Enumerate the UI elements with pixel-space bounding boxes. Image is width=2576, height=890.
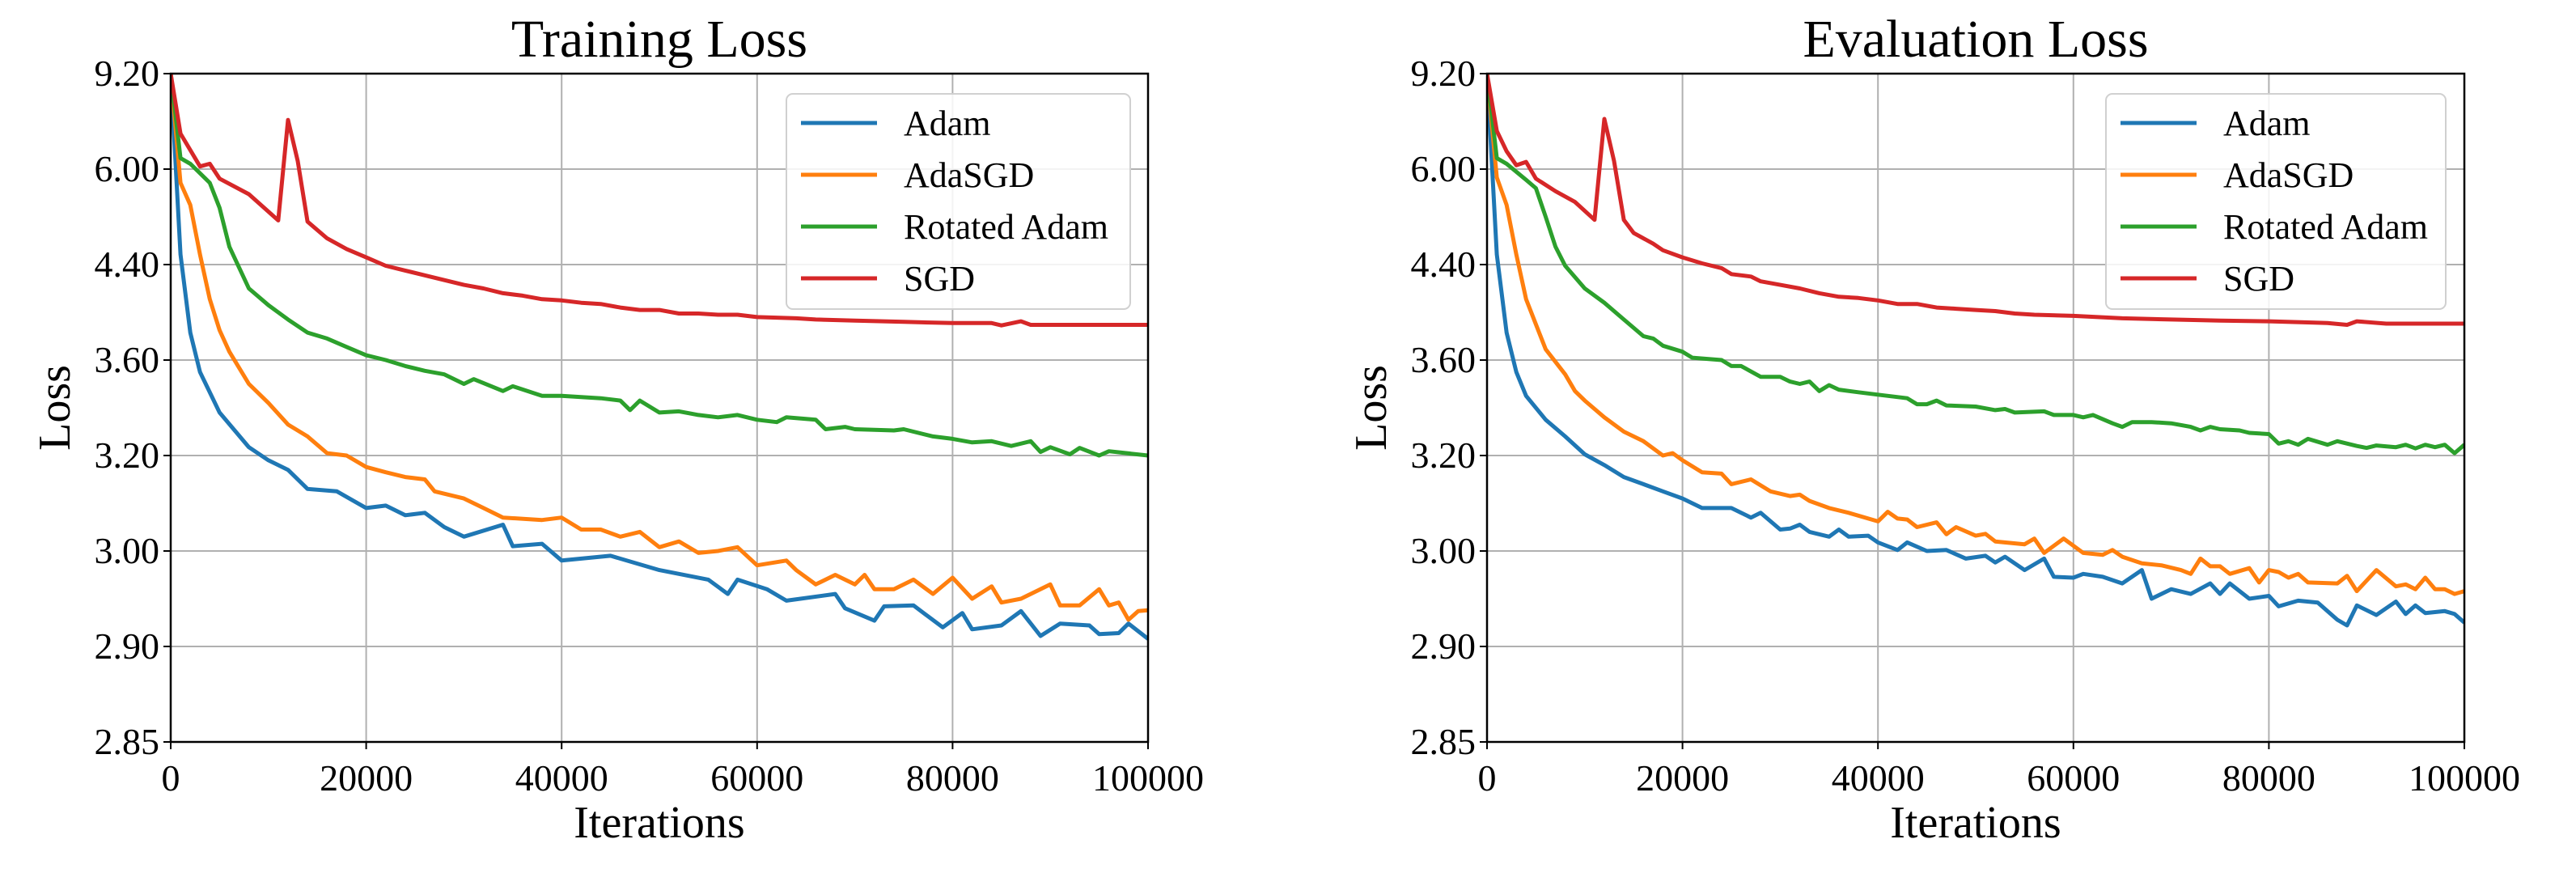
legend: Adam AdaSGD Rotated Adam SGD	[2105, 93, 2447, 310]
series-line-adasgd	[1487, 73, 2464, 596]
axes-frame	[1485, 72, 2466, 744]
legend-box	[2105, 93, 2447, 310]
series-line-rotated-adam	[1487, 73, 2464, 456]
chart-evaluation: 0 20000 40000 60000 80000 100000 2.85 2.90 3.00 3…	[1346, 10, 2520, 848]
y-tick-label: 2.90	[95, 625, 160, 667]
legend-label: Adam	[904, 104, 991, 143]
y-tick-label: 9.20	[1411, 53, 1477, 94]
y-tick-label: 9.20	[95, 53, 160, 94]
x-tick-label: 40000	[515, 757, 608, 799]
chart-training: 0 20000 40000 60000 80000 100000 2.85 2.90 3.00 3…	[30, 10, 1204, 848]
series-line-sgd	[1487, 73, 2464, 327]
x-axis-label: Iterations	[574, 798, 744, 848]
x-tick-label: 60000	[710, 757, 803, 799]
y-tick-label: 6.00	[1411, 148, 1477, 189]
legend-label: Rotated Adam	[2223, 207, 2428, 247]
y-tick-label: 2.85	[1411, 721, 1477, 762]
legend-box	[786, 93, 1131, 310]
y-tick-label: 4.40	[95, 244, 160, 285]
x-tick-label: 40000	[1832, 757, 1925, 799]
y-tick-label: 3.60	[1411, 339, 1477, 380]
y-tick-label: 3.60	[95, 339, 160, 380]
y-tick-label: 2.85	[95, 721, 160, 762]
y-axis-label: Loss	[1346, 365, 1396, 451]
series-line-rotated-adam	[171, 73, 1148, 458]
legend-label: Rotated Adam	[904, 207, 1108, 247]
x-tick-label: 80000	[906, 757, 999, 799]
y-tick-label: 3.00	[95, 530, 160, 571]
series-line-adasgd	[171, 73, 1148, 622]
y-tick-label: 4.40	[1411, 244, 1477, 285]
y-tick-label: 3.00	[1411, 530, 1477, 571]
legend-label: AdaSGD	[904, 155, 1034, 195]
x-tick-label: 100000	[1092, 757, 1204, 799]
y-tick-label: 3.20	[1411, 434, 1477, 476]
chart-title: Training Loss	[511, 10, 807, 69]
chart-title: Evaluation Loss	[1803, 10, 2148, 69]
x-tick-label: 20000	[320, 757, 413, 799]
x-tick-label: 20000	[1636, 757, 1729, 799]
x-axis-label: Iterations	[1890, 798, 2061, 848]
x-tick-label: 0	[1478, 757, 1497, 799]
legend: Adam AdaSGD Rotated Adam SGD	[786, 93, 1131, 310]
x-tick-label: 0	[162, 757, 180, 799]
legend-label: SGD	[904, 259, 975, 299]
x-tick-label: 60000	[2027, 757, 2120, 799]
legend-label: Adam	[2223, 104, 2311, 143]
y-tick-label: 3.20	[95, 434, 160, 476]
x-tick-label: 80000	[2222, 757, 2315, 799]
y-tick-label: 6.00	[95, 148, 160, 189]
x-tick-label: 100000	[2409, 757, 2520, 799]
legend-label: AdaSGD	[2223, 155, 2354, 195]
y-tick-label: 2.90	[1411, 625, 1477, 667]
axes-frame	[169, 72, 1150, 744]
legend-label: SGD	[2223, 259, 2294, 299]
series-line-sgd	[171, 73, 1148, 328]
y-axis-label: Loss	[30, 365, 80, 451]
series-line-adam	[171, 73, 1148, 641]
series-line-adam	[1487, 73, 2464, 628]
